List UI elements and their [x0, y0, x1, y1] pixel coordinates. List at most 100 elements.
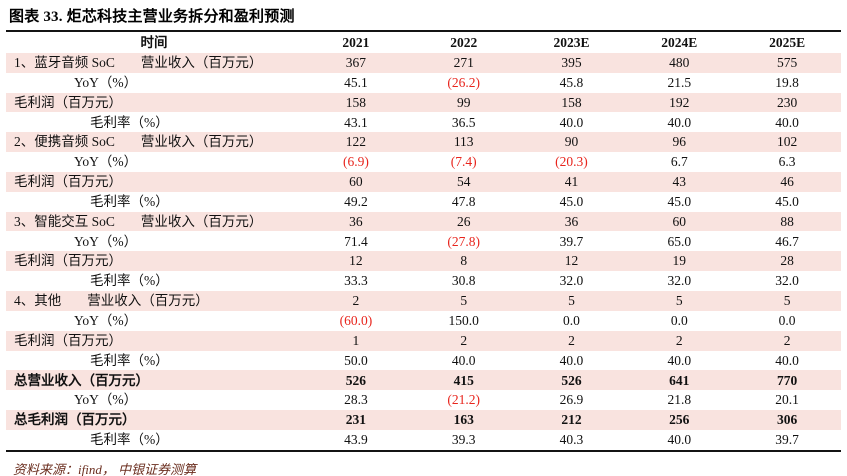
value-cell: 2 — [783, 332, 791, 348]
row-label: 1、蓝牙音频 SoC 营业收入（百万元） — [6, 56, 302, 70]
row-label: YoY（%） — [74, 74, 138, 90]
value-cell: 12 — [349, 253, 363, 269]
value-cell: 65.0 — [667, 233, 692, 249]
value-cell: 5 — [568, 293, 575, 309]
value-cell: 19.8 — [775, 74, 799, 90]
value-cell: 30.8 — [451, 273, 476, 289]
value-cell: (60.0) — [339, 312, 373, 328]
table-row: 毛利率（%） 43.9 39.3 40.3 40.0 39.7 — [6, 430, 841, 450]
value-cell: 163 — [453, 412, 474, 428]
metric-label: 营业收入（百万元） — [140, 134, 263, 150]
value-cell: 26.9 — [559, 392, 584, 408]
value-cell: 641 — [669, 372, 690, 388]
row-label: 总毛利润（百万元） — [14, 412, 136, 428]
table-row: 毛利率（%） 50.0 40.0 40.0 40.0 40.0 — [6, 351, 841, 371]
value-cell: 40.3 — [559, 432, 584, 448]
header-year: 2023E — [553, 35, 590, 51]
value-cell: 21.8 — [667, 392, 692, 408]
value-cell: 45.0 — [667, 193, 692, 209]
value-cell: 45.0 — [775, 193, 799, 209]
value-cell: 40.0 — [775, 114, 799, 130]
figure-title: 图表 33. 炬芯科技主营业务拆分和盈利预测 — [9, 9, 295, 25]
table-row: 总营业收入（百万元） 526 415 526 641 770 — [6, 370, 841, 391]
value-cell: 45.0 — [559, 193, 584, 209]
value-cell: (21.2) — [447, 392, 480, 408]
value-cell: (27.8) — [447, 233, 480, 249]
value-cell: 40.0 — [451, 352, 476, 368]
value-cell: 5 — [783, 293, 791, 309]
section-name: 2、便携音频 SoC — [14, 134, 115, 150]
value-cell: (20.3) — [555, 154, 588, 170]
value-cell: 21.5 — [667, 74, 692, 90]
value-cell: 28.3 — [344, 392, 368, 408]
table-row: 毛利润（百万元） 1 2 2 2 2 — [6, 330, 841, 351]
value-cell: 192 — [669, 94, 690, 110]
value-cell: 39.7 — [775, 432, 799, 448]
value-cell: 54 — [456, 174, 471, 190]
value-cell: 6.3 — [778, 154, 796, 170]
value-cell: 231 — [345, 412, 367, 428]
row-label: 毛利率（%） — [90, 273, 169, 289]
value-cell: 96 — [672, 134, 687, 150]
value-cell: 33.3 — [344, 273, 368, 289]
row-label: 毛利率（%） — [90, 193, 169, 209]
value-cell: 256 — [669, 412, 690, 428]
value-cell: 19 — [672, 253, 687, 269]
value-cell: 150.0 — [448, 312, 479, 328]
value-cell: 47.8 — [451, 193, 476, 209]
value-cell: 526 — [561, 372, 582, 388]
value-cell: 45.8 — [559, 74, 584, 90]
value-cell: 46.7 — [775, 233, 799, 249]
value-cell: 40.0 — [667, 432, 692, 448]
value-cell: 5 — [460, 293, 468, 309]
value-cell: 415 — [453, 372, 474, 388]
value-cell: 36.5 — [451, 114, 476, 130]
value-cell: 12 — [564, 253, 579, 269]
value-cell: 60 — [349, 174, 363, 190]
value-cell: 113 — [453, 134, 474, 150]
value-cell: 212 — [561, 412, 582, 428]
row-label: 总营业收入（百万元） — [14, 372, 149, 388]
table-row: 毛利率（%） 43.1 36.5 40.0 40.0 40.0 — [6, 112, 841, 132]
value-cell: 0.0 — [778, 312, 796, 328]
value-cell: 71.4 — [344, 233, 368, 249]
value-cell: 306 — [776, 412, 798, 428]
value-cell: 2 — [352, 293, 360, 309]
value-cell: 158 — [561, 94, 582, 110]
value-cell: 40.0 — [559, 352, 584, 368]
table-row: 3、智能交互 SoC 营业收入（百万元） 36 26 36 60 88 — [6, 211, 841, 232]
row-label: YoY（%） — [74, 312, 138, 328]
source-note: 资料来源：ifind， 中银证券测算 — [13, 461, 197, 476]
row-label: 毛利率（%） — [90, 114, 169, 130]
row-label: 毛利率（%） — [90, 432, 169, 448]
table-row: 毛利润（百万元） 158 99 158 192 230 — [6, 92, 841, 113]
value-cell: 367 — [345, 55, 367, 71]
table-bottom-divider — [6, 449, 841, 452]
row-label: YoY（%） — [74, 233, 138, 249]
table-row: YoY（%） 71.4 (27.8) 39.7 65.0 46.7 — [6, 231, 841, 251]
table-row: YoY（%） 28.3 (21.2) 26.9 21.8 20.1 — [6, 390, 841, 410]
table-row: 1、蓝牙音频 SoC 营业收入（百万元） 367 271 395 480 575 — [6, 52, 841, 73]
value-cell: 2 — [675, 332, 683, 348]
value-cell: 122 — [345, 134, 367, 150]
header-year: 2024E — [661, 35, 698, 51]
value-cell: 43 — [672, 174, 687, 190]
value-cell: 8 — [460, 253, 468, 269]
table-header-row: 时间 2021 2022 2023E 2024E 2025E — [6, 33, 841, 53]
value-cell: 46 — [780, 174, 794, 190]
metric-label: 营业收入（百万元） — [87, 293, 209, 309]
metric-label: 营业收入（百万元） — [140, 55, 263, 71]
value-cell: 20.1 — [775, 392, 799, 408]
value-cell: 90 — [564, 134, 579, 150]
value-cell: 45.1 — [344, 74, 368, 90]
row-label: YoY（%） — [74, 392, 138, 408]
row-label: 毛利润（百万元） — [14, 332, 122, 348]
row-label: 毛利率（%） — [90, 352, 169, 368]
table-row: 毛利率（%） 49.2 47.8 45.0 45.0 45.0 — [6, 192, 841, 212]
row-label: 毛利润（百万元） — [14, 253, 122, 269]
table-row: 毛利润（百万元） 60 54 41 43 46 — [6, 171, 841, 192]
row-label: 毛利润（百万元） — [14, 174, 122, 190]
table-row: 2、便携音频 SoC 营业收入（百万元） 122 113 90 96 102 — [6, 132, 841, 153]
row-label: 2、便携音频 SoC 营业收入（百万元） — [6, 135, 302, 149]
value-cell: 32.0 — [775, 273, 799, 289]
